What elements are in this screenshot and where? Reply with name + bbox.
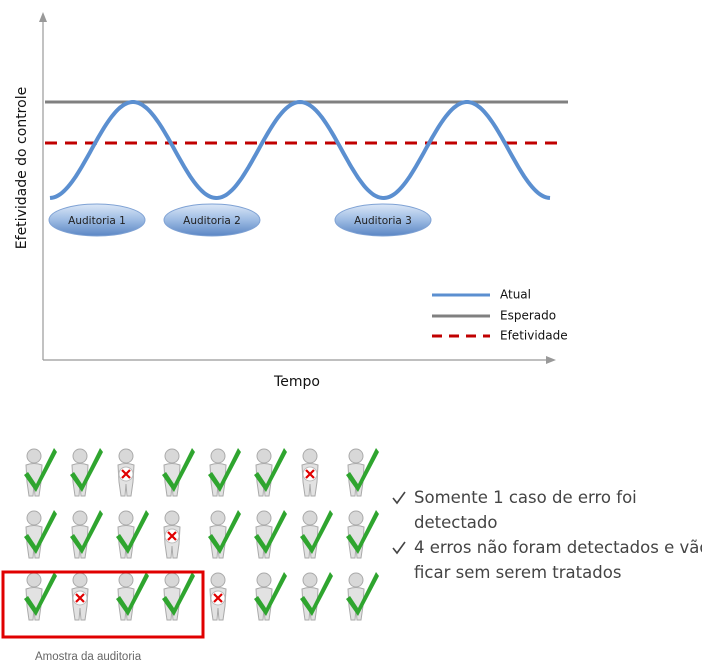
head [27,573,41,587]
check-icon [392,491,406,505]
sample-caption: Amostra da auditoria [35,651,142,663]
person-ok [254,572,287,620]
head [211,511,225,525]
head [257,511,271,525]
person-error [118,449,134,496]
person-ok [346,448,379,496]
person-ok [116,510,149,558]
bullet-text: Somente 1 caso de erro foi detectado [414,488,637,532]
audit-label: Auditoria 2 [183,215,241,227]
person-error [164,511,180,558]
x-axis-label: Tempo [273,374,320,390]
head [73,573,87,587]
head [211,573,225,587]
legend-label: Efetividade [500,329,568,343]
person-ok [208,448,241,496]
head [27,511,41,525]
person-ok [116,572,149,620]
head [211,449,225,463]
person-ok [346,510,379,558]
person-ok [162,448,195,496]
legend-label: Esperado [500,309,556,323]
person-ok [254,448,287,496]
person-ok [24,448,57,496]
head [165,573,179,587]
person-ok [346,572,379,620]
person-ok [300,510,333,558]
person-ok [300,572,333,620]
head [119,449,133,463]
person-error [72,573,88,620]
page: Efetividade do controle Tempo Auditoria … [0,0,702,666]
y-axis-label: Efetividade do controle [14,87,30,249]
head [73,449,87,463]
audit-label: Auditoria 1 [68,215,126,227]
person-ok [208,510,241,558]
person-ok [24,510,57,558]
legend: Atual Esperado Efetividade [432,288,568,343]
head [73,511,87,525]
bullet: 4 erros não foram detectados e vão ficar… [392,535,702,585]
head [303,449,317,463]
head [349,449,363,463]
audit-label: Auditoria 3 [354,215,412,227]
head [119,573,133,587]
bullet-text: 4 erros não foram detectados e vão ficar… [414,538,702,582]
head [303,511,317,525]
bullet: Somente 1 caso de erro foi detectado [392,485,702,535]
head [165,449,179,463]
head [119,511,133,525]
person-ok [70,510,103,558]
legend-label: Atual [500,288,531,302]
head [303,573,317,587]
head [349,511,363,525]
head [27,449,41,463]
head [349,573,363,587]
actual-curve [50,102,550,198]
head [165,511,179,525]
person-ok [254,510,287,558]
head [257,573,271,587]
person-error [302,449,318,496]
head [257,449,271,463]
person-ok [70,448,103,496]
check-icon [392,541,406,555]
axes [39,12,556,364]
person-ok [162,572,195,620]
person-ok [24,572,57,620]
person-error [210,573,226,620]
